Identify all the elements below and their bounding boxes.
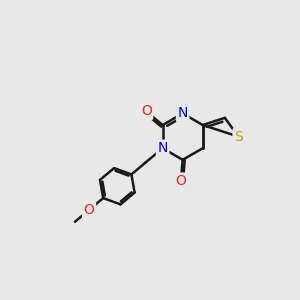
- Text: O: O: [84, 203, 94, 217]
- Text: N: N: [158, 141, 168, 155]
- Text: N: N: [178, 106, 188, 120]
- Text: O: O: [141, 104, 152, 118]
- Text: S: S: [234, 130, 243, 144]
- Text: O: O: [176, 174, 186, 188]
